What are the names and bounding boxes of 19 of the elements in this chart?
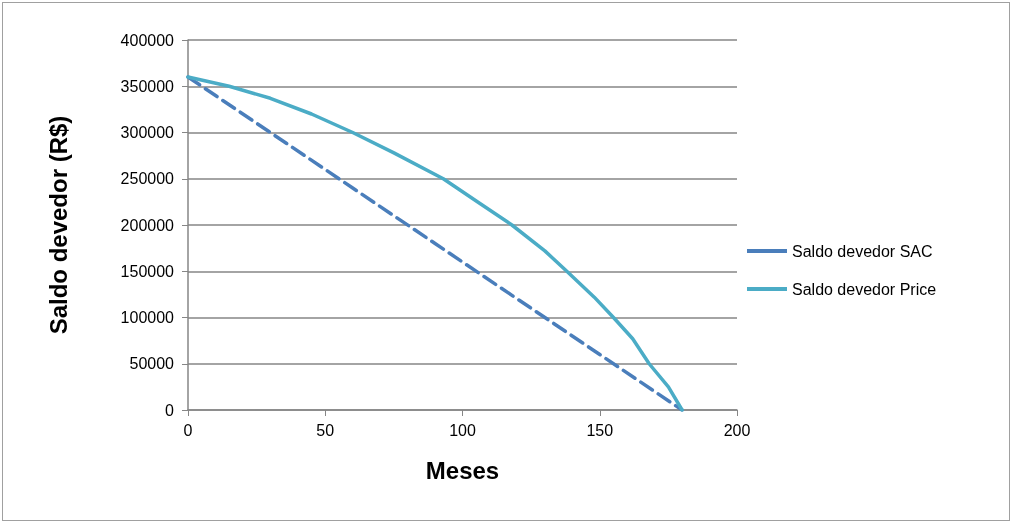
- legend-label: Saldo devedor SAC: [792, 242, 933, 260]
- y-tick-label: 50000: [129, 355, 175, 373]
- x-tick-label: 100: [449, 421, 476, 439]
- y-tick-label: 400000: [120, 31, 175, 49]
- legend-label: Saldo devedor Price: [792, 280, 937, 298]
- y-tick-label: 350000: [120, 77, 175, 95]
- x-tick-label: 150: [586, 421, 614, 439]
- x-tick-label: 200: [723, 421, 751, 439]
- y-tick-label: 200000: [120, 216, 175, 234]
- x-axis-title: Meses: [425, 456, 500, 484]
- x-tick-label: 0: [183, 421, 193, 439]
- x-tick-label: 50: [316, 421, 335, 439]
- y-tick-label: 300000: [120, 124, 175, 141]
- y-tick-label: 0: [165, 401, 175, 419]
- y-tick-label: 100000: [120, 309, 175, 326]
- y-tick-label: 150000: [120, 262, 175, 280]
- y-axis-title: Saldo devedor (R$): [44, 115, 72, 335]
- line-series: [186, 75, 684, 412]
- y-tick-label: 250000: [120, 170, 175, 188]
